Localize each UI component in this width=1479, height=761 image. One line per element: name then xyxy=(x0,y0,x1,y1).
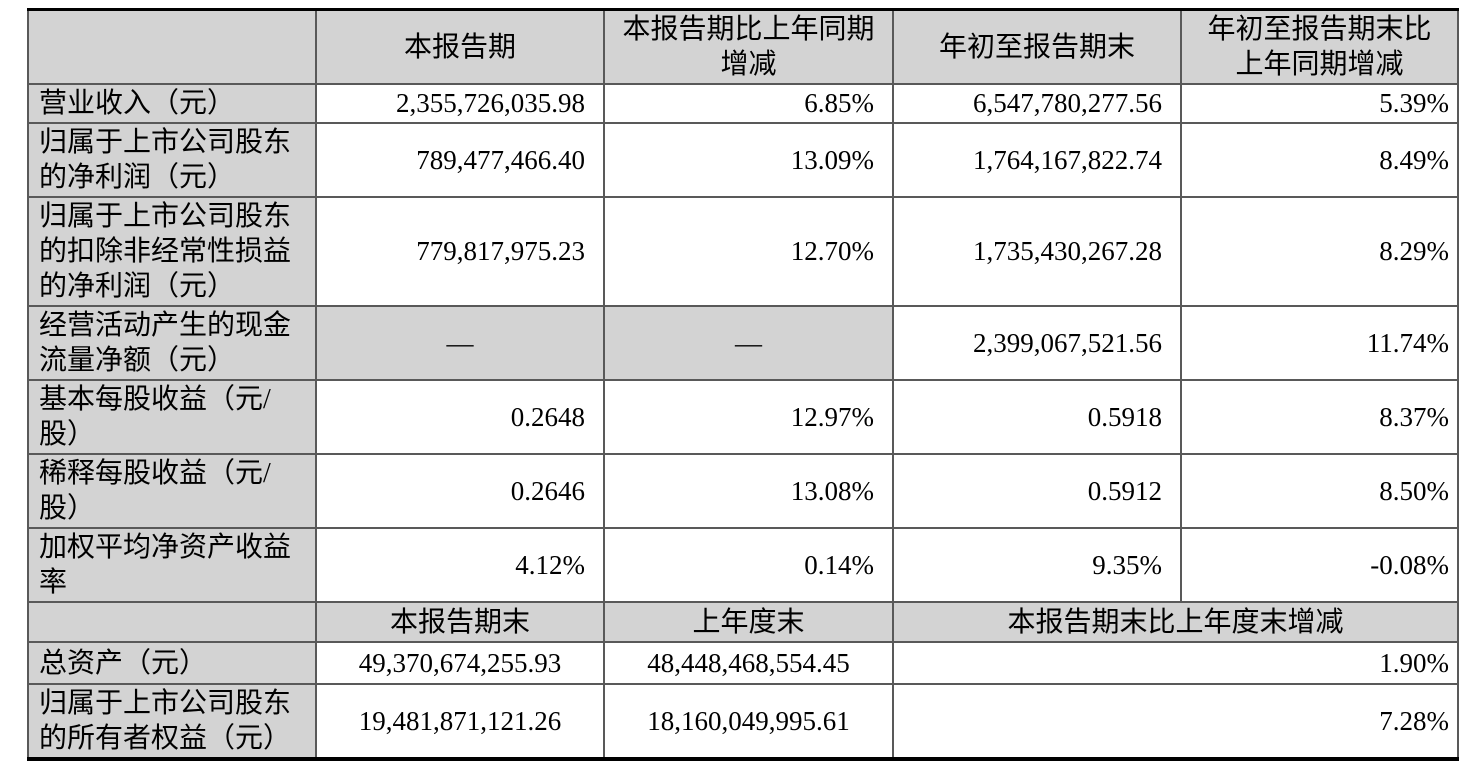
value-change: 7.28% xyxy=(892,683,1459,760)
row-label: 经营活动产生的现金流量净额（元） xyxy=(27,305,317,381)
table-row-weighted-avg-roe: 加权平均净资产收益率 4.12% 0.14% 9.35% -0.08% xyxy=(27,527,1459,603)
value-current: 2,355,726,035.98 xyxy=(315,83,605,124)
value-current-yoy: 12.70% xyxy=(603,196,894,307)
row-label: 稀释每股收益（元/股） xyxy=(27,453,317,529)
table-row-basic-eps: 基本每股收益（元/股） 0.2648 12.97% 0.5918 8.37% xyxy=(27,379,1459,455)
value-prior-year-end: 18,160,049,995.61 xyxy=(603,683,894,760)
quarter-header-current-period-yoy: 本报告期比上年同期增减 xyxy=(603,8,894,85)
value-ytd-yoy: 8.49% xyxy=(1180,122,1459,198)
value-current-yoy: 13.09% xyxy=(603,122,894,198)
value-ytd: 0.5918 xyxy=(892,379,1182,455)
value-ytd-yoy: 5.39% xyxy=(1180,83,1459,124)
value-ytd: 1,764,167,822.74 xyxy=(892,122,1182,198)
value-ytd-yoy: -0.08% xyxy=(1180,527,1459,603)
value-current-yoy: 13.08% xyxy=(603,453,894,529)
value-ytd-yoy: 8.29% xyxy=(1180,196,1459,307)
value-current-yoy: 6.85% xyxy=(603,83,894,124)
quarter-header-empty-cell xyxy=(27,8,317,85)
period-header-empty-cell xyxy=(27,601,317,643)
value-ytd: 9.35% xyxy=(892,527,1182,603)
period-header-row: 本报告期末 上年度末 本报告期末比上年度末增减 xyxy=(27,601,1459,643)
value-current-yoy: 0.14% xyxy=(603,527,894,603)
value-period-end: 49,370,674,255.93 xyxy=(315,641,605,685)
financial-summary-page: 本报告期 本报告期比上年同期增减 年初至报告期末 年初至报告期末比上年同期增减 … xyxy=(27,8,1459,761)
row-label: 加权平均净资产收益率 xyxy=(27,527,317,603)
value-ytd: 0.5912 xyxy=(892,453,1182,529)
table-row-equity-attributable: 归属于上市公司股东的所有者权益（元） 19,481,871,121.26 18,… xyxy=(27,683,1459,760)
row-label: 归属于上市公司股东的所有者权益（元） xyxy=(27,683,317,760)
value-current: 0.2648 xyxy=(315,379,605,455)
value-ytd: 2,399,067,521.56 xyxy=(892,305,1182,381)
table-row-diluted-eps: 稀释每股收益（元/股） 0.2646 13.08% 0.5912 8.50% xyxy=(27,453,1459,529)
value-current: 779,817,975.23 xyxy=(315,196,605,307)
quarter-header-row: 本报告期 本报告期比上年同期增减 年初至报告期末 年初至报告期末比上年同期增减 xyxy=(27,8,1459,85)
value-change: 1.90% xyxy=(892,641,1459,685)
value-ytd-yoy: 8.37% xyxy=(1180,379,1459,455)
value-current: 0.2646 xyxy=(315,453,605,529)
table-row-operating-cash-flow: 经营活动产生的现金流量净额（元） — — 2,399,067,521.56 11… xyxy=(27,305,1459,381)
value-current-yoy-dash: — xyxy=(603,305,894,381)
period-header-change: 本报告期末比上年度末增减 xyxy=(892,601,1459,643)
table-row-operating-revenue: 营业收入（元） 2,355,726,035.98 6.85% 6,547,780… xyxy=(27,83,1459,124)
value-current-dash: — xyxy=(315,305,605,381)
table-row-net-profit: 归属于上市公司股东的净利润（元） 789,477,466.40 13.09% 1… xyxy=(27,122,1459,198)
value-ytd: 1,735,430,267.28 xyxy=(892,196,1182,307)
value-ytd-yoy: 11.74% xyxy=(1180,305,1459,381)
value-current: 4.12% xyxy=(315,527,605,603)
table-row-total-assets: 总资产（元） 49,370,674,255.93 48,448,468,554.… xyxy=(27,641,1459,685)
row-label: 总资产（元） xyxy=(27,641,317,685)
period-header-prior-year-end: 上年度末 xyxy=(603,601,894,643)
row-label: 营业收入（元） xyxy=(27,83,317,124)
row-label: 基本每股收益（元/股） xyxy=(27,379,317,455)
value-prior-year-end: 48,448,468,554.45 xyxy=(603,641,894,685)
row-label: 归属于上市公司股东的净利润（元） xyxy=(27,122,317,198)
value-ytd: 6,547,780,277.56 xyxy=(892,83,1182,124)
row-label: 归属于上市公司股东的扣除非经常性损益的净利润（元） xyxy=(27,196,317,307)
financial-summary-table: 本报告期 本报告期比上年同期增减 年初至报告期末 年初至报告期末比上年同期增减 … xyxy=(27,8,1459,761)
value-current: 789,477,466.40 xyxy=(315,122,605,198)
quarter-header-current-period: 本报告期 xyxy=(315,8,605,85)
quarter-header-ytd-yoy: 年初至报告期末比上年同期增减 xyxy=(1180,8,1459,85)
value-ytd-yoy: 8.50% xyxy=(1180,453,1459,529)
quarter-header-ytd: 年初至报告期末 xyxy=(892,8,1182,85)
value-period-end: 19,481,871,121.26 xyxy=(315,683,605,760)
value-current-yoy: 12.97% xyxy=(603,379,894,455)
period-header-period-end: 本报告期末 xyxy=(315,601,605,643)
table-row-net-profit-excl-nonrecurring: 归属于上市公司股东的扣除非经常性损益的净利润（元） 779,817,975.23… xyxy=(27,196,1459,307)
